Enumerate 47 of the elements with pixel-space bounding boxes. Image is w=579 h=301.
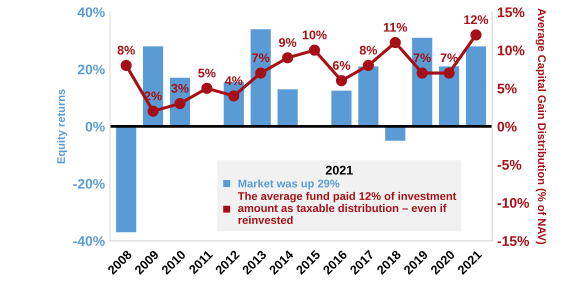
data-label: 11%	[384, 22, 408, 32]
data-label: 3%	[171, 84, 189, 93]
point	[120, 60, 132, 71]
data-label: 7%	[414, 53, 431, 62]
point	[201, 82, 212, 94]
bar	[331, 90, 352, 126]
point	[148, 106, 159, 117]
legend-label: The average fund paid 12% of investment amount as taxable distribution – even if reinvested	[238, 192, 456, 224]
y-tick-label: 40%	[78, 7, 105, 18]
bar	[278, 89, 298, 126]
data-label: 12%	[464, 15, 488, 24]
y-tick-label: -20%	[73, 178, 105, 189]
data-label: 8%	[118, 46, 135, 55]
y2-tick-label: 15%	[498, 7, 524, 18]
point	[282, 52, 294, 64]
point	[470, 29, 482, 40]
y-tick-label: 0%	[86, 122, 105, 132]
point	[308, 44, 320, 56]
y2-tick-label: -15%	[498, 236, 530, 246]
y2-tick-label: 0%	[498, 122, 517, 132]
data-label: 10%	[302, 30, 327, 40]
bar	[250, 29, 271, 126]
point	[336, 75, 348, 86]
data-label: 5%	[198, 68, 216, 78]
y-tick-label: -40%	[73, 236, 105, 246]
legend-title: 2021	[326, 166, 353, 175]
data-label: 6%	[332, 61, 350, 70]
point	[416, 67, 428, 79]
data-label: 7%	[252, 53, 270, 62]
data-label: 8%	[360, 46, 378, 55]
bar	[466, 46, 486, 126]
y-tick-label: 20%	[78, 64, 105, 74]
y-axis-title: Equity returns	[56, 89, 68, 164]
point	[444, 67, 455, 79]
y2-tick-label: -5%	[498, 160, 522, 170]
point	[362, 60, 374, 71]
point	[390, 36, 401, 48]
y2-tick-label: 5%	[497, 84, 517, 94]
bar	[358, 66, 378, 126]
data-label: 9%	[279, 38, 296, 47]
point	[255, 67, 266, 79]
y2-tick-label: -10%	[498, 198, 530, 208]
point	[228, 90, 240, 102]
bar	[116, 126, 136, 232]
y2-tick-label: 10%	[498, 46, 524, 56]
legend-label: Market was up 29%	[238, 179, 340, 190]
y2-axis-title: Average Capital Gain Distribution (% of NAV)	[536, 8, 546, 244]
